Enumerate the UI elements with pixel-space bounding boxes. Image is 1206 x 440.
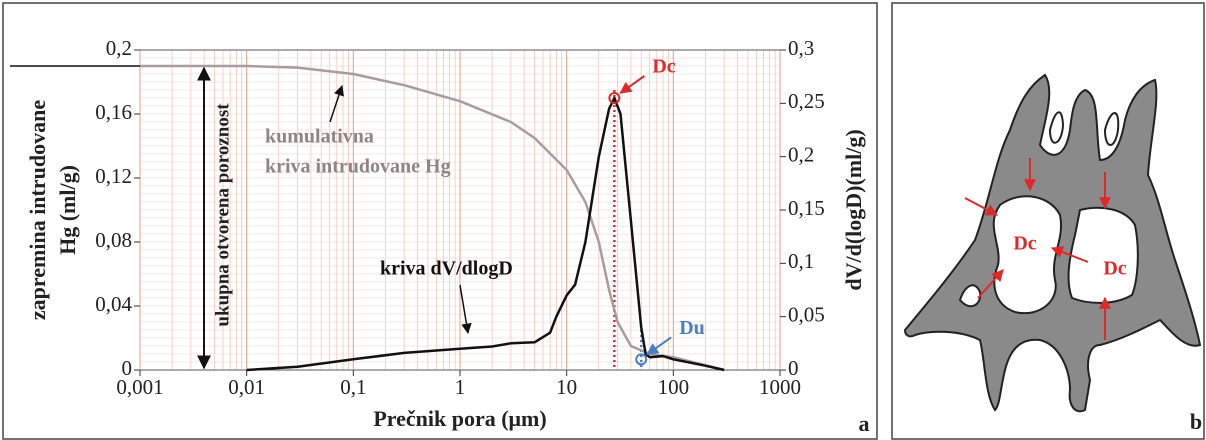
x-tick-label: 1000 xyxy=(759,375,801,399)
x-tick-label: 100 xyxy=(658,375,690,399)
marker xyxy=(608,92,621,104)
x-tick-label: 10 xyxy=(556,375,577,399)
y2-tick-label: 0,2 xyxy=(788,142,814,166)
marker-arrow xyxy=(646,336,672,356)
y-tick-label: 0,16 xyxy=(95,100,132,124)
dc-label: Dc xyxy=(1103,258,1126,280)
derivative-arrow xyxy=(459,284,472,335)
dc-label: Dc xyxy=(1013,233,1036,255)
y-tick-label: 0,12 xyxy=(95,164,132,188)
series-line xyxy=(246,96,725,372)
pore xyxy=(1067,206,1139,304)
y2-tick-label: 0 xyxy=(788,356,799,380)
panel-b-frame xyxy=(891,2,1205,440)
y2-axis-label: dV/d(logD)(ml/g) xyxy=(841,129,866,290)
dc-arrows xyxy=(964,158,1111,340)
cumulative-arrow xyxy=(329,85,344,123)
porosity-label: ukupna otvorena poroznost xyxy=(212,103,233,327)
y-tick-label: 0 xyxy=(122,356,133,380)
panel-a-frame xyxy=(2,2,878,440)
arrow xyxy=(964,197,999,216)
marker-label: Du xyxy=(679,317,705,339)
x-tick-label: 1 xyxy=(455,375,466,399)
y2-tick-label: 0,3 xyxy=(788,36,814,60)
cumulative-label: kumulativna xyxy=(265,126,374,148)
pore xyxy=(1103,112,1120,146)
y-axis-label: zapremina intrudovane xyxy=(25,100,50,320)
x-tick-label: 0,1 xyxy=(340,375,366,399)
cumulative-label: kriva intrudovane Hg xyxy=(265,156,451,178)
marker xyxy=(635,353,648,366)
arrow xyxy=(1050,246,1089,263)
plot xyxy=(10,64,725,372)
y2-tick-label: 0,05 xyxy=(788,302,825,326)
x-tick-label: 0,001 xyxy=(116,375,163,399)
grid xyxy=(134,49,786,376)
y-tick-label: 0,08 xyxy=(95,228,132,252)
panel-label: b xyxy=(1190,409,1202,434)
pore xyxy=(992,195,1062,315)
pore xyxy=(958,284,982,308)
y2-tick-label: 0,25 xyxy=(788,89,825,113)
y-tick-label: 0,04 xyxy=(95,292,132,316)
x-axis-label: Prečnik pora (μm) xyxy=(373,406,546,431)
marker-label: Dc xyxy=(652,56,675,78)
marker-arrow xyxy=(619,75,645,94)
y-axis-label: Hg (ml/g) xyxy=(55,165,80,255)
y2-tick-label: 0,1 xyxy=(788,249,814,273)
y-tick-label: 0,2 xyxy=(106,36,132,60)
pore-diagram: Dc Dc b xyxy=(903,73,1202,434)
x-tick-label: 0,01 xyxy=(228,375,265,399)
derivative-label: kriva dV/dlogD xyxy=(380,258,513,280)
y2-tick-label: 0,15 xyxy=(788,196,825,220)
panel-label: a xyxy=(859,411,870,436)
pore xyxy=(1048,111,1065,144)
arrow xyxy=(977,269,1004,299)
